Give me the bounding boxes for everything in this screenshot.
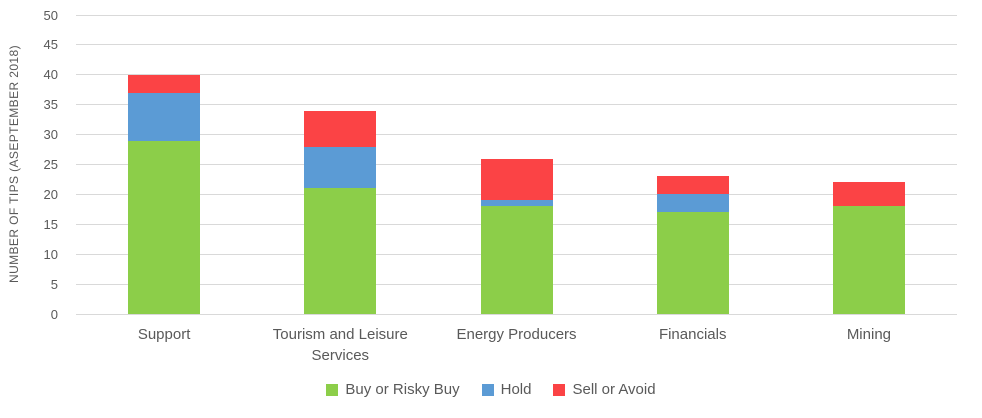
y-tick-label-30: 30 bbox=[43, 127, 58, 143]
bar-segment-hold bbox=[480, 200, 553, 207]
x-axis-category-labels: Support Tourism and Leisure Services Energ… bbox=[76, 324, 957, 366]
legend-label: Sell or Avoid bbox=[572, 381, 656, 398]
gridline-40 bbox=[76, 74, 957, 76]
legend-swatch-icon bbox=[553, 383, 566, 396]
bar-segment-buy-or-risky-buy bbox=[656, 212, 729, 314]
category-label-energy-producers: Energy Producers bbox=[456, 326, 577, 343]
y-tick-label-35: 35 bbox=[43, 97, 58, 113]
legend-label: Hold bbox=[500, 381, 532, 398]
category-label-financials: Financials bbox=[658, 326, 727, 343]
gridline-0 bbox=[76, 313, 957, 315]
bar-slot bbox=[252, 15, 428, 314]
bar-stack-tourism-and-leisure-services bbox=[304, 110, 377, 314]
bar-segment-sell-or-avoid bbox=[304, 110, 377, 147]
bar-segment-hold bbox=[304, 146, 377, 189]
bar-slot bbox=[781, 15, 957, 314]
y-tick-label-15: 15 bbox=[43, 216, 58, 232]
gridline-30 bbox=[76, 134, 957, 136]
legend-item-buy-or-risky-buy: Buy or Risky Buy bbox=[326, 381, 460, 398]
legend-item-sell-or-avoid: Sell or Avoid bbox=[553, 381, 656, 398]
category-label-mining: Mining bbox=[846, 326, 891, 343]
bar-segment-buy-or-risky-buy bbox=[128, 140, 201, 314]
bar-slot bbox=[76, 15, 252, 314]
gridline-35 bbox=[76, 104, 957, 106]
legend-swatch-icon bbox=[481, 383, 494, 396]
y-tick-label-45: 45 bbox=[43, 37, 58, 53]
bar-stack-energy-producers bbox=[480, 158, 553, 314]
bar-stack-support bbox=[128, 74, 201, 314]
gridline-45 bbox=[76, 44, 957, 46]
bars-container bbox=[76, 15, 957, 314]
y-tick-label-25: 25 bbox=[43, 157, 58, 172]
bar-segment-buy-or-risky-buy bbox=[480, 206, 553, 314]
plot-area bbox=[76, 14, 957, 315]
legend-swatch-icon bbox=[326, 383, 339, 396]
y-tick-label-10: 10 bbox=[43, 246, 58, 262]
legend-label: Buy or Risky Buy bbox=[345, 381, 460, 398]
y-tick-label-40: 40 bbox=[43, 67, 58, 83]
y-tick-label-5: 5 bbox=[50, 276, 58, 292]
category-label-support: Support bbox=[137, 326, 191, 343]
bar-segment-sell-or-avoid bbox=[656, 176, 729, 195]
bar-stack-mining bbox=[832, 182, 905, 314]
y-tick-label-0: 0 bbox=[50, 306, 58, 322]
bar-slot bbox=[605, 15, 781, 314]
bar-segment-sell-or-avoid bbox=[832, 182, 905, 207]
bar-segment-hold bbox=[128, 92, 201, 141]
y-tick-label-50: 50 bbox=[43, 7, 58, 23]
bar-slot bbox=[428, 15, 604, 314]
bar-segment-sell-or-avoid bbox=[480, 158, 553, 201]
y-axis-tick-labels: 0 5 10 15 20 25 30 35 40 45 50 bbox=[28, 8, 58, 322]
y-tick-label-20: 20 bbox=[43, 186, 58, 202]
chart-legend: Buy or Risky Buy Hold Sell or Avoid bbox=[0, 381, 982, 398]
gridline-50 bbox=[76, 14, 957, 16]
y-axis-title: NUMBER OF TIPS (ASEPTEMBER 2018) bbox=[7, 45, 21, 284]
bar-segment-buy-or-risky-buy bbox=[832, 206, 905, 314]
bar-segment-buy-or-risky-buy bbox=[304, 188, 377, 314]
bar-stack-financials bbox=[656, 176, 729, 314]
bar-segment-hold bbox=[656, 194, 729, 213]
bar-segment-sell-or-avoid bbox=[128, 74, 201, 93]
legend-item-hold: Hold bbox=[481, 381, 532, 398]
category-label-tourism-and-leisure-services: Tourism and Leisure Services bbox=[272, 326, 408, 364]
